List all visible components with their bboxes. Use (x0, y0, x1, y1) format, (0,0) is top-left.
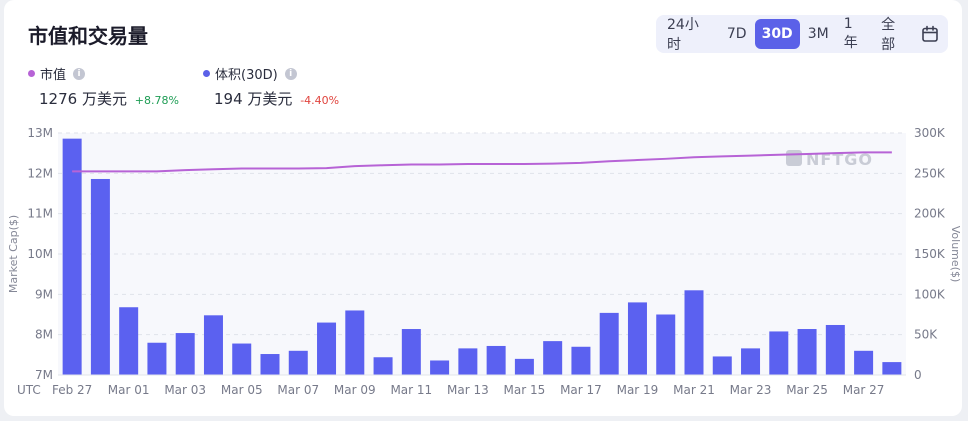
volume-value: 194 万美元 (214, 90, 293, 108)
volume-bar[interactable] (147, 342, 167, 375)
volume-bar[interactable] (514, 358, 534, 375)
market-cap-metric: 市值 i 1276 万美元 +8.78% (28, 64, 179, 109)
x-tick-label: Mar 23 (730, 383, 772, 397)
volume-bar[interactable] (345, 310, 365, 375)
volume-bar[interactable] (797, 329, 817, 375)
x-tick-label: Mar 05 (221, 383, 263, 397)
y-right-tick-label: 50K (914, 328, 938, 342)
volume-legend-dot (203, 70, 210, 77)
volume-bar[interactable] (90, 178, 110, 375)
chart-title: 市值和交易量 (28, 24, 148, 48)
nftgo-logo-icon (786, 150, 802, 166)
nftgo-watermark-text: NFTGO (806, 150, 873, 169)
x-tick-label: Mar 19 (617, 383, 659, 397)
volume-bar[interactable] (571, 346, 591, 375)
volume-metric: 体积(30D) i 194 万美元 -4.40% (203, 64, 339, 109)
volume-bar[interactable] (203, 315, 223, 375)
x-tick-label: Mar 25 (786, 383, 828, 397)
x-tick-label: Mar 27 (843, 383, 885, 397)
time-range-selector: 24小时 7D 30D 3M 1年 全部 (656, 15, 948, 53)
x-tick-label: Mar 07 (277, 383, 319, 397)
info-icon[interactable]: i (73, 67, 86, 80)
x-tick-label: Mar 11 (390, 383, 432, 397)
volume-bar[interactable] (430, 360, 450, 375)
volume-bar[interactable] (656, 314, 676, 376)
volume-bar[interactable] (175, 333, 195, 375)
volume-bar[interactable] (486, 345, 506, 375)
volume-bar[interactable] (232, 343, 252, 375)
y-left-tick-label: 11M (27, 207, 53, 221)
x-tick-label: Mar 21 (673, 383, 715, 397)
range-30d-button[interactable]: 30D (754, 19, 800, 49)
market-cap-value: 1276 万美元 (39, 90, 127, 108)
volume-bar[interactable] (119, 307, 139, 375)
y-left-axis-title: Market Cap($) (7, 215, 20, 293)
volume-bar[interactable] (854, 350, 874, 375)
volume-bar[interactable] (62, 138, 82, 375)
volume-bar[interactable] (825, 324, 845, 375)
y-right-tick-label: 200K (914, 207, 946, 221)
volume-bar[interactable] (599, 312, 619, 375)
y-left-tick-label: 9M (35, 287, 53, 301)
y-left-tick-label: 10M (27, 247, 53, 261)
volume-bar[interactable] (317, 322, 337, 375)
y-right-axis-title: Volume($) (949, 226, 962, 283)
market-cap-change: +8.78% (134, 94, 179, 107)
x-tick-label: Mar 13 (447, 383, 489, 397)
x-tick-label: Feb 27 (52, 383, 92, 397)
market-cap-line[interactable] (72, 151, 892, 173)
market-cap-legend-dot (28, 70, 35, 77)
x-tick-label: Mar 03 (164, 383, 206, 397)
calendar-icon[interactable] (917, 19, 944, 49)
volume-bar[interactable] (288, 350, 308, 375)
volume-bar[interactable] (712, 356, 732, 375)
y-right-tick-label: 150K (914, 247, 946, 261)
info-icon[interactable]: i (284, 67, 297, 80)
x-tick-label: Mar 01 (108, 383, 150, 397)
x-tick-label: Mar 17 (560, 383, 602, 397)
y-left-tick-label: 12M (27, 166, 53, 180)
volume-label: 体积(30D) (215, 68, 278, 83)
y-left-tick-label: 8M (35, 328, 53, 342)
x-tick-label: Mar 09 (334, 383, 376, 397)
y-right-tick-label: 100K (914, 287, 946, 301)
volume-bar[interactable] (741, 348, 761, 375)
volume-bar[interactable] (882, 362, 902, 375)
volume-bar[interactable] (627, 302, 647, 375)
range-1y-button[interactable]: 1年 (843, 16, 858, 51)
y-right-tick-label: 250K (914, 166, 946, 180)
market-cap-label: 市值 (40, 68, 67, 83)
volume-change: -4.40% (300, 94, 340, 107)
volume-bar[interactable] (684, 290, 704, 375)
y-left-tick-label: 13M (27, 126, 53, 140)
volume-bar[interactable] (458, 348, 478, 375)
y-right-tick-label: 300K (914, 126, 946, 140)
volume-bar[interactable] (260, 354, 280, 375)
volume-bar[interactable] (373, 357, 393, 375)
volume-bar[interactable] (401, 329, 421, 375)
volume-bar[interactable] (543, 341, 563, 375)
range-7d-button[interactable]: 7D (726, 26, 747, 42)
y-right-tick-label: 0 (914, 368, 922, 382)
range-3m-button[interactable]: 3M (807, 26, 829, 42)
volume-bar[interactable] (769, 331, 789, 375)
x-tick-label: Mar 15 (504, 383, 546, 397)
x-axis-prefix: UTC (17, 383, 41, 397)
y-left-tick-label: 7M (35, 368, 53, 382)
